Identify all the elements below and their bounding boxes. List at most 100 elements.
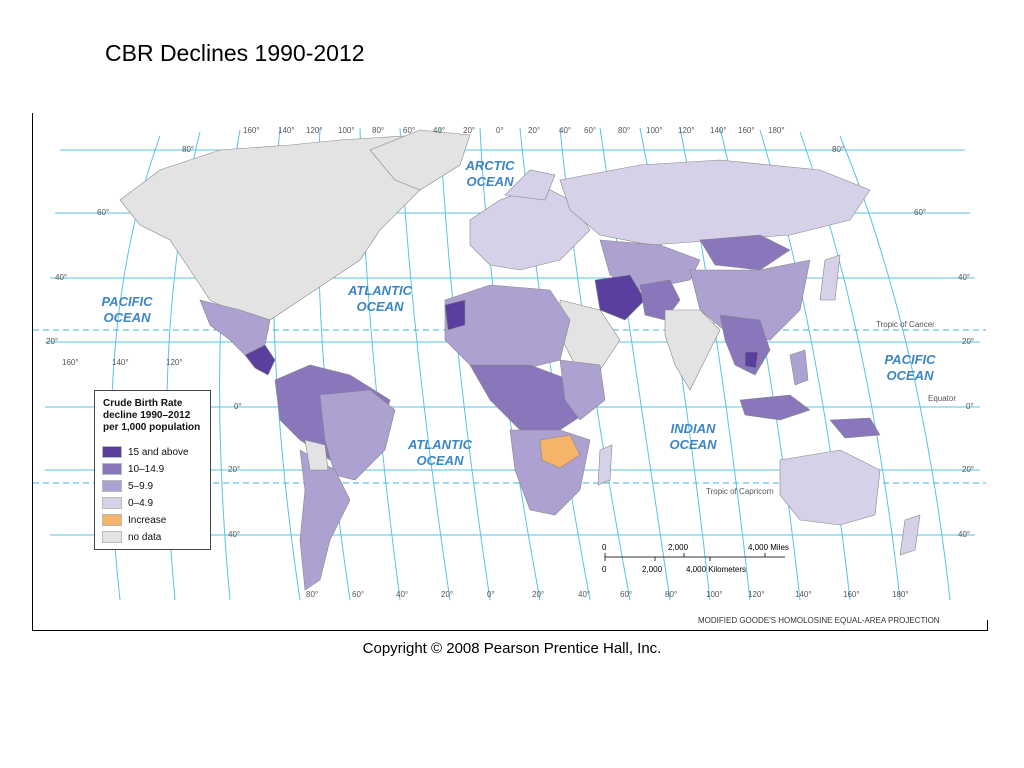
- morocco: [444, 299, 466, 331]
- legend-swatch: [102, 497, 122, 509]
- equator-label: Equator: [928, 394, 957, 403]
- top-lon-label: 20°: [463, 126, 476, 135]
- legend-title-line: decline 1990–2012: [103, 410, 191, 421]
- pacific-ocean-west-label: PACIFIC OCEAN: [101, 294, 153, 325]
- left-lat-label: 40°: [55, 273, 68, 282]
- bottom-lon-label: 120°: [748, 590, 765, 599]
- top-lon-label: 60°: [584, 126, 597, 135]
- left-lat-label: 40°: [228, 530, 241, 539]
- atlantic-ocean-north-label: ATLANTIC OCEAN: [347, 283, 413, 314]
- projection-label: MODIFIED GOODE'S HOMOLOSINE EQUAL-AREA P…: [698, 616, 940, 625]
- mongolia: [699, 234, 791, 271]
- north-america: [119, 134, 461, 321]
- iran: [594, 274, 646, 321]
- bottom-lon-label: 40°: [396, 590, 409, 599]
- map-frame: [32, 113, 988, 631]
- legend-swatch: [102, 463, 122, 475]
- zambia: [539, 434, 581, 469]
- tropic-of-cancer-label: Tropic of Cancer: [876, 320, 935, 329]
- legend-title: Crude Birth Rate decline 1990–2012 per 1…: [103, 398, 210, 434]
- brazil: [319, 389, 396, 481]
- slide-title: CBR Declines 1990-2012: [105, 40, 365, 66]
- legend-item: no data: [102, 531, 161, 543]
- west-lon-label: 160°: [62, 358, 79, 367]
- bottom-lon-label: 0°: [487, 590, 495, 599]
- bottom-lon-label: 20°: [532, 590, 545, 599]
- legend-swatch: [102, 514, 122, 526]
- right-lat-label: 40°: [958, 530, 971, 539]
- legend-item: 10–14.9: [102, 463, 164, 475]
- top-lon-label: 180°: [768, 126, 785, 135]
- top-lon-label: 140°: [710, 126, 727, 135]
- legend-item: Increase: [102, 514, 166, 526]
- top-lon-label: 120°: [678, 126, 695, 135]
- scale-bar-lines: [604, 553, 785, 561]
- scale-km-4000: 4,000 Kilometers: [686, 565, 747, 574]
- right-lat-label: 20°: [962, 465, 975, 474]
- pacific-ocean-east-label: PACIFIC OCEAN: [884, 352, 936, 383]
- top-lon-label: 160°: [738, 126, 755, 135]
- west-lon-label: 120°: [166, 358, 183, 367]
- legend-label: 15 and above: [128, 446, 189, 458]
- cambodia: [744, 351, 759, 369]
- bottom-lon-label: 60°: [352, 590, 365, 599]
- bottom-lon-label: 180°: [892, 590, 909, 599]
- bottom-lon-label: 80°: [665, 590, 678, 599]
- scale-miles-0: 0: [602, 543, 607, 552]
- east-africa: [559, 359, 606, 421]
- legend-swatch: [102, 480, 122, 492]
- bottom-lon-label: 80°: [306, 590, 319, 599]
- greenland: [369, 129, 471, 191]
- india: [664, 309, 721, 391]
- right-lat-label: 80°: [832, 145, 845, 154]
- bolivia: [304, 439, 329, 471]
- legend-swatch: [102, 531, 122, 543]
- scandinavia: [504, 169, 556, 201]
- bottom-lon-label: 140°: [795, 590, 812, 599]
- top-lon-label: 0°: [496, 126, 504, 135]
- top-lon-label: 40°: [433, 126, 446, 135]
- central-africa: [469, 364, 591, 431]
- left-lat-label: 20°: [228, 465, 241, 474]
- right-lat-label: 20°: [962, 337, 975, 346]
- top-lon-label: 80°: [372, 126, 385, 135]
- central-america: [244, 344, 276, 376]
- left-lat-label: 60°: [97, 208, 110, 217]
- australia: [779, 449, 881, 526]
- indian-ocean-label: INDIAN OCEAN: [669, 421, 717, 452]
- top-lon-label: 160°: [243, 126, 260, 135]
- legend-label: 5–9.9: [128, 480, 154, 492]
- top-lon-label: 60°: [403, 126, 416, 135]
- west-lon-label: 140°: [112, 358, 129, 367]
- legend-label: 0–4.9: [128, 497, 154, 509]
- legend-label: Increase: [128, 514, 167, 526]
- bottom-lon-label: 60°: [620, 590, 633, 599]
- legend-item: 15 and above: [102, 446, 189, 458]
- scale-bar: 0 2,000 4,000 Miles 0 2,000 4,000 Kilome…: [600, 540, 800, 580]
- top-lon-label: 100°: [646, 126, 663, 135]
- se-asia: [719, 314, 771, 376]
- left-lat-label: 80°: [182, 145, 195, 154]
- legend-label: no data: [128, 531, 162, 543]
- japan: [819, 254, 841, 301]
- china: [689, 259, 811, 341]
- legend-title-line: per 1,000 population: [103, 422, 201, 433]
- legend-label: 10–14.9: [128, 463, 165, 475]
- top-lon-label: 20°: [528, 126, 541, 135]
- right-lat-label: 0°: [966, 402, 974, 411]
- bottom-lon-label: 100°: [706, 590, 723, 599]
- scale-miles-4000: 4,000 Miles: [748, 543, 789, 552]
- tropic-of-capricorn-label: Tropic of Capricorn: [706, 487, 774, 496]
- copyright-notice: Copyright © 2008 Pearson Prentice Hall, …: [362, 640, 662, 657]
- left-lat-label: 0°: [234, 402, 242, 411]
- top-lon-label: 140°: [278, 126, 295, 135]
- right-lat-label: 60°: [914, 208, 927, 217]
- atlantic-ocean-south-label: ATLANTIC OCEAN: [407, 437, 473, 468]
- top-lon-label: 120°: [306, 126, 323, 135]
- top-lon-label: 40°: [559, 126, 572, 135]
- russia: [559, 159, 871, 246]
- legend-title-line: Crude Birth Rate: [103, 398, 183, 409]
- new-guinea: [829, 417, 881, 439]
- right-lat-label: 40°: [958, 273, 971, 282]
- top-lon-label: 100°: [338, 126, 355, 135]
